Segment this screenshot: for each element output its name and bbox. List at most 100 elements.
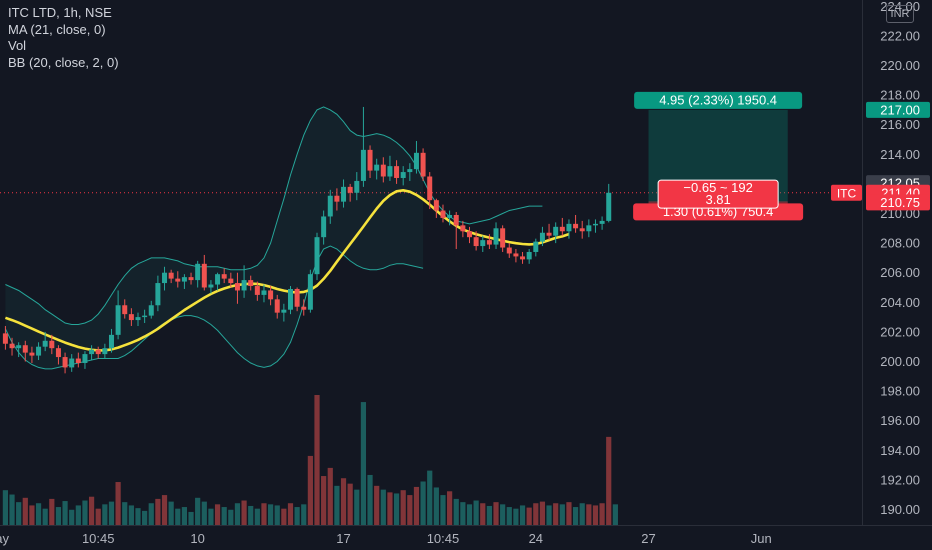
volume-bar — [261, 503, 267, 525]
candle-body — [460, 225, 466, 232]
volume-bar — [135, 508, 141, 525]
candle — [400, 166, 406, 186]
volume-bar — [533, 503, 539, 525]
time-axis[interactable]: ay 10:45 10 17 10:45 24 27 Jun — [0, 531, 772, 546]
candle-body — [440, 210, 446, 218]
candle — [413, 140, 419, 174]
candle — [553, 222, 559, 244]
price-tick-label: 220.00 — [880, 58, 920, 73]
candle-body — [586, 225, 592, 232]
candle-body — [16, 345, 22, 349]
candle-body — [327, 195, 333, 217]
volume-bar — [208, 508, 214, 525]
candle-body — [228, 278, 234, 284]
candle — [354, 172, 360, 201]
candle — [360, 106, 366, 187]
time-tick-label: 27 — [641, 531, 655, 546]
volume-bar — [400, 490, 406, 525]
price-tag-text: 210.75 — [880, 195, 920, 210]
volume-bar — [340, 478, 347, 525]
candle — [22, 340, 28, 362]
candle-body — [380, 164, 386, 177]
target-label-box — [634, 91, 803, 109]
candle-body — [413, 152, 419, 170]
volume-bar — [592, 505, 599, 525]
center-label-line1: −0.65 ~ 192 — [683, 180, 752, 195]
candle — [287, 286, 293, 315]
price-tick-label: 190.00 — [880, 502, 920, 517]
legend-vol[interactable]: Vol — [8, 38, 27, 53]
volume-bar — [572, 507, 579, 525]
candle-body — [254, 286, 260, 295]
candle — [506, 243, 512, 258]
time-tick-label: 10:45 — [427, 531, 460, 546]
volume-bar — [420, 481, 426, 525]
candle — [533, 238, 539, 257]
candle-body — [467, 231, 472, 238]
candle-body — [9, 343, 15, 349]
price-tag: 210.75 — [866, 194, 930, 211]
candle-body — [314, 237, 320, 275]
candle — [62, 352, 68, 374]
candle — [467, 226, 472, 244]
volume-bar — [122, 502, 128, 525]
candle-body — [559, 226, 565, 232]
legend-bb[interactable]: BB (20, close, 2, 0) — [8, 54, 119, 70]
volume-bar — [460, 502, 466, 525]
candle — [307, 269, 313, 313]
long-position-tool[interactable]: 4.95 (2.33%) 1950.41.30 (0.61%) 750.4−0.… — [633, 91, 804, 221]
candle-body — [294, 288, 300, 307]
volume-bar — [407, 495, 413, 525]
volume-bar — [268, 504, 274, 525]
volume-bar — [367, 474, 373, 525]
candle — [75, 352, 81, 368]
candle-body — [553, 226, 559, 236]
candle-body — [341, 186, 347, 202]
candle — [281, 303, 287, 322]
candle — [135, 312, 141, 326]
candle-body — [175, 278, 181, 282]
candle — [579, 220, 585, 239]
price-tick-label: 192.00 — [880, 472, 920, 487]
legend-ma[interactable]: MA (21, close, 0) — [8, 21, 106, 37]
volume-bar — [42, 508, 48, 525]
candle-body — [281, 309, 287, 313]
candle-body — [181, 277, 187, 282]
candle — [420, 148, 426, 181]
volume-bar — [599, 503, 605, 525]
volume-bar — [566, 502, 572, 525]
candle-body — [301, 306, 307, 310]
candle-body — [241, 280, 247, 291]
candle-body — [447, 214, 453, 218]
candle — [261, 284, 267, 303]
volume-bar — [500, 504, 506, 525]
candle — [460, 220, 466, 238]
volume-bar — [453, 498, 459, 525]
candle-body — [394, 166, 400, 178]
candle — [162, 266, 168, 291]
candle-body — [274, 299, 280, 313]
candle — [9, 337, 15, 356]
volume-bar — [115, 482, 121, 525]
candle — [586, 219, 592, 238]
volume-bar — [513, 508, 519, 525]
volume-bar — [55, 507, 62, 525]
candle-body — [49, 340, 55, 349]
candle — [520, 251, 526, 264]
candle — [367, 145, 373, 178]
volume-bars — [2, 395, 618, 525]
currency-badge[interactable]: INR — [886, 5, 914, 23]
candle-body — [500, 228, 506, 248]
legend-symbol[interactable]: ITC LTD, 1h, NSE — [8, 5, 112, 20]
candle-body — [128, 314, 134, 321]
volume-bar — [148, 503, 154, 525]
candle — [29, 346, 35, 363]
candle-body — [480, 240, 486, 247]
volume-bar — [69, 509, 75, 525]
volume-bar — [95, 508, 101, 525]
target-label: 4.95 (2.33%) 1950.4 — [634, 91, 803, 109]
candle — [241, 265, 247, 298]
price-axis[interactable]: 190.00 192.00 194.00 196.00 198.00 200.00 202.… — [831, 0, 930, 517]
volume-bar — [108, 501, 115, 525]
